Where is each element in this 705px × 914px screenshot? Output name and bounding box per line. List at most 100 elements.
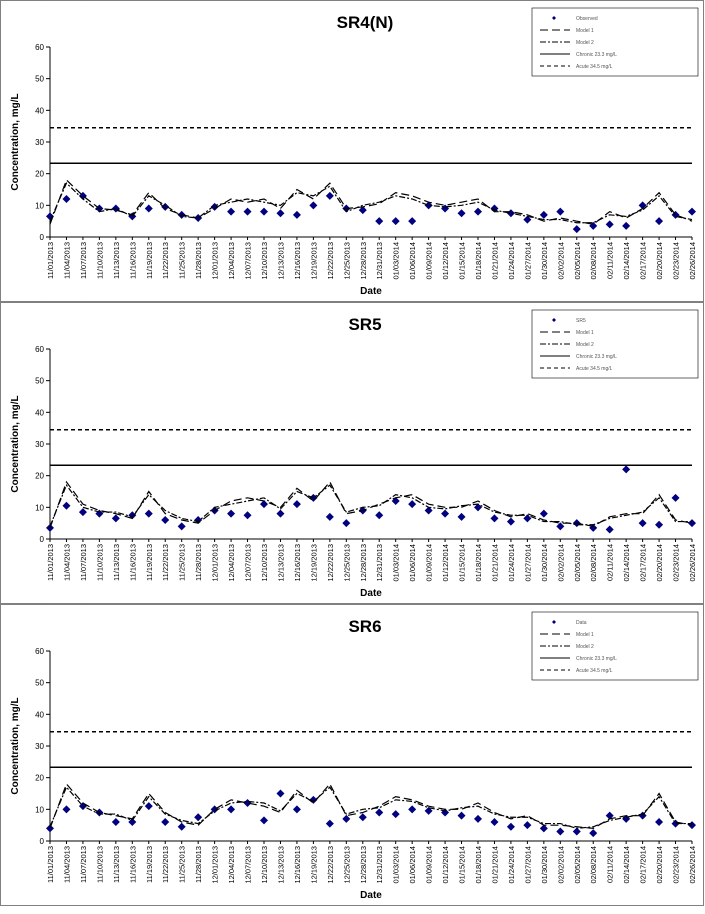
x-tick-label: 01/06/2014: [408, 846, 417, 884]
y-tick-label: 60: [35, 43, 44, 52]
legend-label: Model 1: [576, 632, 594, 638]
x-tick-label: 11/28/2013: [194, 846, 203, 883]
data-point: [539, 210, 548, 219]
x-tick-label: 01/30/2014: [540, 544, 549, 582]
data-point: [342, 814, 351, 823]
data-point: [605, 220, 614, 229]
x-tick-label: 02/23/2014: [672, 846, 681, 884]
x-tick-label: 02/08/2014: [589, 544, 598, 582]
x-axis-title: Date: [360, 286, 382, 297]
x-tick-label: 01/24/2014: [507, 242, 516, 280]
x-tick-label: 11/25/2013: [178, 242, 187, 279]
data-point: [144, 509, 153, 518]
x-tick-label: 12/01/2013: [211, 242, 220, 280]
x-tick-label: 11/16/2013: [128, 846, 137, 883]
x-tick-label: 12/01/2013: [211, 846, 220, 884]
x-tick-label: 11/04/2013: [62, 544, 71, 581]
data-point: [589, 829, 598, 838]
x-tick-label: 12/31/2013: [375, 242, 384, 280]
y-tick-label: 10: [35, 503, 44, 512]
data-point: [539, 509, 548, 518]
data-point: [424, 806, 433, 815]
data-point: [391, 810, 400, 819]
x-tick-label: 01/21/2014: [490, 544, 499, 582]
data-point: [358, 206, 367, 215]
data-point: [325, 819, 334, 828]
x-tick-label: 02/23/2014: [672, 544, 681, 582]
x-tick-label: 01/24/2014: [507, 846, 516, 884]
legend-label: Observed: [576, 16, 598, 22]
x-tick-label: 12/16/2013: [293, 242, 302, 280]
x-tick-label: 11/22/2013: [161, 846, 170, 883]
legend-label: SR5: [576, 318, 586, 324]
x-tick-label: 02/08/2014: [589, 242, 598, 280]
data-point: [210, 805, 219, 814]
data-point: [539, 824, 548, 833]
y-tick-label: 30: [35, 440, 44, 449]
data-point: [375, 808, 384, 817]
data-point: [523, 215, 532, 224]
data-point: [506, 822, 515, 831]
data-point: [260, 816, 268, 825]
data-point: [622, 465, 631, 474]
legend-label: Acute 34.5 mg/L: [576, 64, 613, 70]
x-tick-label: 12/13/2013: [276, 846, 285, 884]
data-point: [227, 207, 236, 216]
data-point: [556, 827, 565, 836]
x-tick-label: 01/09/2014: [425, 846, 434, 884]
x-tick-label: 01/15/2014: [458, 242, 467, 280]
model-line: [49, 786, 692, 829]
y-tick-label: 40: [35, 710, 44, 719]
x-tick-label: 11/13/2013: [112, 846, 121, 883]
data-point: [227, 509, 236, 518]
y-tick-label: 40: [35, 106, 44, 115]
legend-label: Model 1: [576, 28, 594, 34]
x-tick-label: 11/04/2013: [62, 242, 71, 279]
x-tick-label: 01/03/2014: [392, 544, 401, 582]
y-tick-label: 20: [35, 170, 44, 179]
x-tick-label: 01/30/2014: [540, 242, 549, 280]
data-point: [260, 500, 268, 509]
x-tick-label: 12/19/2013: [309, 846, 318, 884]
x-tick-label: 02/02/2014: [556, 242, 565, 280]
data-point: [309, 201, 318, 210]
data-point: [111, 818, 120, 826]
x-tick-label: 12/16/2013: [293, 846, 302, 884]
data-point: [572, 827, 581, 836]
x-tick-label: 11/10/2013: [95, 242, 104, 279]
data-point: [474, 814, 482, 823]
y-tick-label: 50: [35, 75, 44, 84]
x-tick-label: 02/26/2014: [688, 846, 697, 884]
data-point: [292, 210, 301, 219]
data-point: [161, 516, 170, 524]
data-point: [177, 822, 186, 831]
legend-label: Model 2: [576, 342, 594, 348]
data-point: [325, 191, 334, 200]
data-point: [655, 520, 664, 529]
data-point: [474, 207, 482, 216]
x-tick-label: 11/28/2013: [194, 544, 203, 581]
y-axis-title: Concentration, mg/L: [10, 93, 21, 190]
x-tick-label: 02/17/2014: [639, 242, 648, 280]
x-tick-label: 12/28/2013: [359, 544, 368, 582]
x-tick-label: 12/04/2013: [227, 242, 236, 280]
x-tick-label: 12/01/2013: [211, 544, 220, 582]
x-tick-label: 02/14/2014: [622, 544, 631, 582]
x-tick-label: 02/14/2014: [622, 242, 631, 280]
x-tick-label: 01/15/2014: [458, 846, 467, 884]
x-tick-label: 01/27/2014: [523, 846, 532, 884]
model-line: [49, 483, 692, 527]
x-tick-label: 11/13/2013: [112, 544, 121, 581]
x-tick-label: 11/19/2013: [145, 846, 154, 883]
y-tick-label: 0: [40, 535, 45, 544]
data-point: [391, 217, 400, 226]
chart-title: SR4(N): [337, 13, 394, 32]
legend: [531, 611, 699, 681]
x-tick-label: 01/27/2014: [523, 544, 532, 582]
x-tick-label: 02/14/2014: [622, 846, 631, 884]
x-tick-label: 11/25/2013: [178, 846, 187, 883]
x-tick-label: 02/02/2014: [556, 846, 565, 884]
x-tick-label: 12/16/2013: [293, 544, 302, 582]
